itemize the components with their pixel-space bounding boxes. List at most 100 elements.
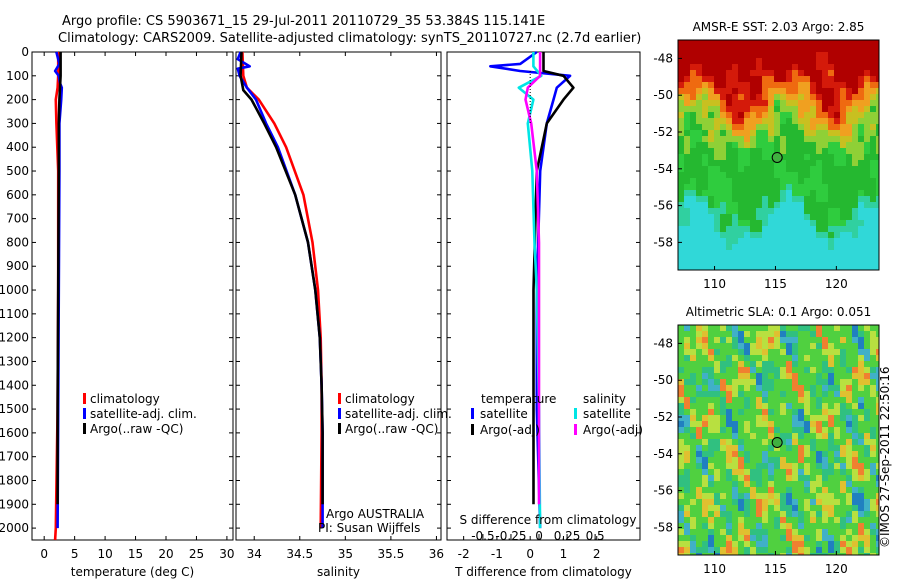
heatmap-cell xyxy=(798,541,804,547)
heatmap-cell xyxy=(762,397,768,403)
heatmap-cell xyxy=(840,160,846,166)
heatmap-cell xyxy=(726,481,732,487)
heatmap-cell xyxy=(750,367,756,373)
heatmap-cell xyxy=(798,505,804,511)
heatmap-cell xyxy=(828,100,834,106)
heatmap-cell xyxy=(858,142,864,148)
heatmap-cell xyxy=(822,190,828,196)
heatmap-cell xyxy=(858,88,864,94)
heatmap-cell xyxy=(750,142,756,148)
heatmap-cell xyxy=(768,256,774,262)
heatmap-cell xyxy=(870,76,876,82)
heatmap-cell xyxy=(678,250,684,256)
heatmap-cell xyxy=(786,238,792,244)
heatmap-cell xyxy=(744,433,750,439)
heatmap-cell xyxy=(726,172,732,178)
heatmap-cell xyxy=(810,70,816,76)
heatmap-cell xyxy=(702,499,708,505)
heatmap-cell xyxy=(816,517,822,523)
heatmap-cell xyxy=(738,130,744,136)
heatmap-cell xyxy=(738,64,744,70)
heatmap-cell xyxy=(774,172,780,178)
heatmap-cell xyxy=(714,160,720,166)
heatmap-cell xyxy=(702,232,708,238)
heatmap-cell xyxy=(768,118,774,124)
heatmap-cell xyxy=(762,130,768,136)
heatmap-cell xyxy=(702,541,708,547)
heatmap-cell xyxy=(732,190,738,196)
heatmap-cell xyxy=(798,208,804,214)
heatmap-cell xyxy=(756,355,762,361)
heatmap-cell xyxy=(858,355,864,361)
heatmap-cell xyxy=(756,46,762,52)
annotation-line1: Argo AUSTRALIA xyxy=(326,507,425,521)
heatmap-cell xyxy=(810,64,816,70)
heatmap-cell xyxy=(876,196,879,202)
heatmap-cell xyxy=(720,196,726,202)
heatmap-cell xyxy=(840,379,846,385)
heatmap-cell xyxy=(846,535,852,541)
heatmap-cell xyxy=(780,238,786,244)
heatmap-cell xyxy=(858,457,864,463)
heatmap-cell xyxy=(876,112,879,118)
heatmap-cell xyxy=(696,349,702,355)
heatmap-cell xyxy=(870,88,876,94)
heatmap-cell xyxy=(828,82,834,88)
heatmap-cell xyxy=(708,220,714,226)
heatmap-cell xyxy=(822,202,828,208)
heatmap-cell xyxy=(828,397,834,403)
heatmap-cell xyxy=(750,373,756,379)
heatmap-cell xyxy=(768,178,774,184)
heatmap-cell xyxy=(690,517,696,523)
heatmap-cell xyxy=(732,118,738,124)
heatmap-cell xyxy=(858,415,864,421)
heatmap-cell xyxy=(876,481,879,487)
heatmap-cell xyxy=(810,46,816,52)
heatmap-cell xyxy=(810,124,816,130)
heatmap-cell xyxy=(834,82,840,88)
heatmap-cell xyxy=(834,337,840,343)
heatmap-cell xyxy=(744,343,750,349)
heatmap-cell xyxy=(852,118,858,124)
heatmap-cell xyxy=(828,421,834,427)
heatmap-cell xyxy=(744,214,750,220)
heatmap-cell xyxy=(702,469,708,475)
x-axis-label: salinity xyxy=(317,565,360,579)
heatmap-cell xyxy=(798,94,804,100)
heatmap-cell xyxy=(714,214,720,220)
heatmap-cell xyxy=(756,148,762,154)
heatmap-cell xyxy=(834,541,840,547)
heatmap-cell xyxy=(804,76,810,82)
heatmap-cell xyxy=(816,523,822,529)
heatmap-cell xyxy=(762,511,768,517)
heatmap-cell xyxy=(816,214,822,220)
heatmap-cell xyxy=(678,82,684,88)
heatmap-cell xyxy=(732,385,738,391)
heatmap-cell xyxy=(864,142,870,148)
heatmap-cell xyxy=(810,184,816,190)
heatmap-cell xyxy=(768,409,774,415)
heatmap-cell xyxy=(864,427,870,433)
heatmap-cell xyxy=(708,136,714,142)
heatmap-cell xyxy=(828,262,834,268)
heatmap-cell xyxy=(810,178,816,184)
heatmap-cell xyxy=(858,136,864,142)
heatmap-cell xyxy=(708,52,714,58)
heatmap-cell xyxy=(726,463,732,469)
heatmap-cell xyxy=(744,385,750,391)
heatmap-cell xyxy=(744,238,750,244)
heatmap-cell xyxy=(738,433,744,439)
heatmap-cell xyxy=(732,160,738,166)
heatmap-cell xyxy=(876,523,879,529)
x-tick-label: 15 xyxy=(128,547,143,561)
heatmap-cell xyxy=(750,40,756,46)
heatmap-cell xyxy=(858,421,864,427)
heatmap-cell xyxy=(816,220,822,226)
heatmap-cell xyxy=(726,142,732,148)
heatmap-cell xyxy=(732,511,738,517)
heatmap-cell xyxy=(840,433,846,439)
heatmap-cell xyxy=(738,505,744,511)
heatmap-cell xyxy=(714,226,720,232)
heatmap-cell xyxy=(756,190,762,196)
heatmap-cell xyxy=(708,451,714,457)
